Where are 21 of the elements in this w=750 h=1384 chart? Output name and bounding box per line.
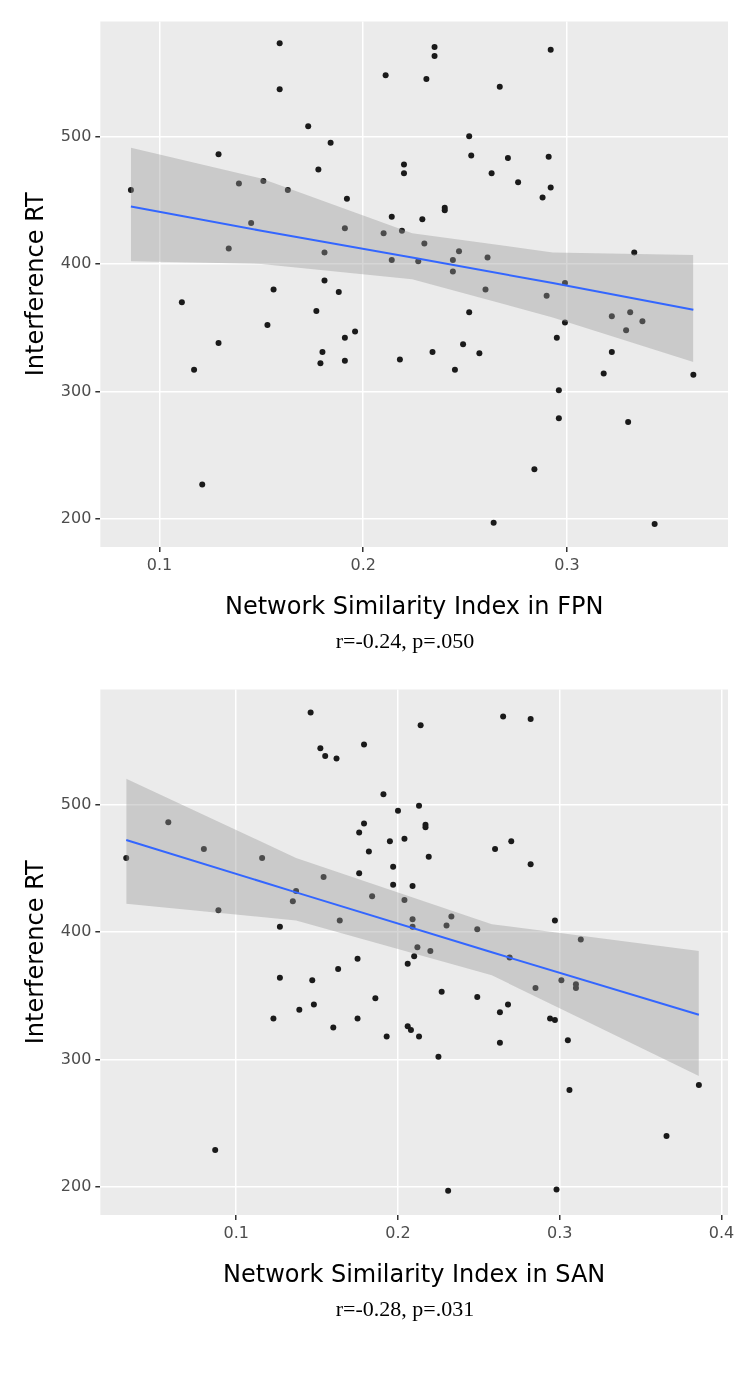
y-axis-title: Interference RT — [20, 191, 49, 377]
y-tick-label: 300 — [60, 1048, 92, 1068]
x-tick-label: 0.2 — [350, 554, 376, 574]
y-tick-label: 400 — [60, 921, 92, 941]
y-tick-label: 500 — [60, 793, 92, 813]
x-axis-title: Network Similarity Index in SAN — [223, 1259, 606, 1288]
y-tick-label: 200 — [60, 1176, 92, 1196]
text: r=-0.28, p=.031 — [334, 1296, 476, 1322]
x-tick-label: 0.1 — [223, 1222, 249, 1242]
text: r=-0.24, p=.050 — [334, 628, 476, 654]
y-tick-label: 300 — [60, 380, 92, 400]
y-tick-label: 200 — [60, 508, 92, 528]
y-tick-label: 400 — [60, 253, 92, 273]
y-axis-title: Interference RT — [20, 859, 49, 1045]
x-tick-label: 0.4 — [708, 1222, 735, 1242]
x-tick-label: 0.3 — [554, 554, 580, 574]
x-tick-label: 0.2 — [385, 1222, 411, 1242]
x-tick-label: 0.1 — [146, 554, 173, 574]
y-tick-label: 500 — [60, 125, 92, 145]
x-axis-title: Network Similarity Index in FPN — [224, 591, 604, 620]
x-tick-label: 0.3 — [547, 1222, 573, 1242]
